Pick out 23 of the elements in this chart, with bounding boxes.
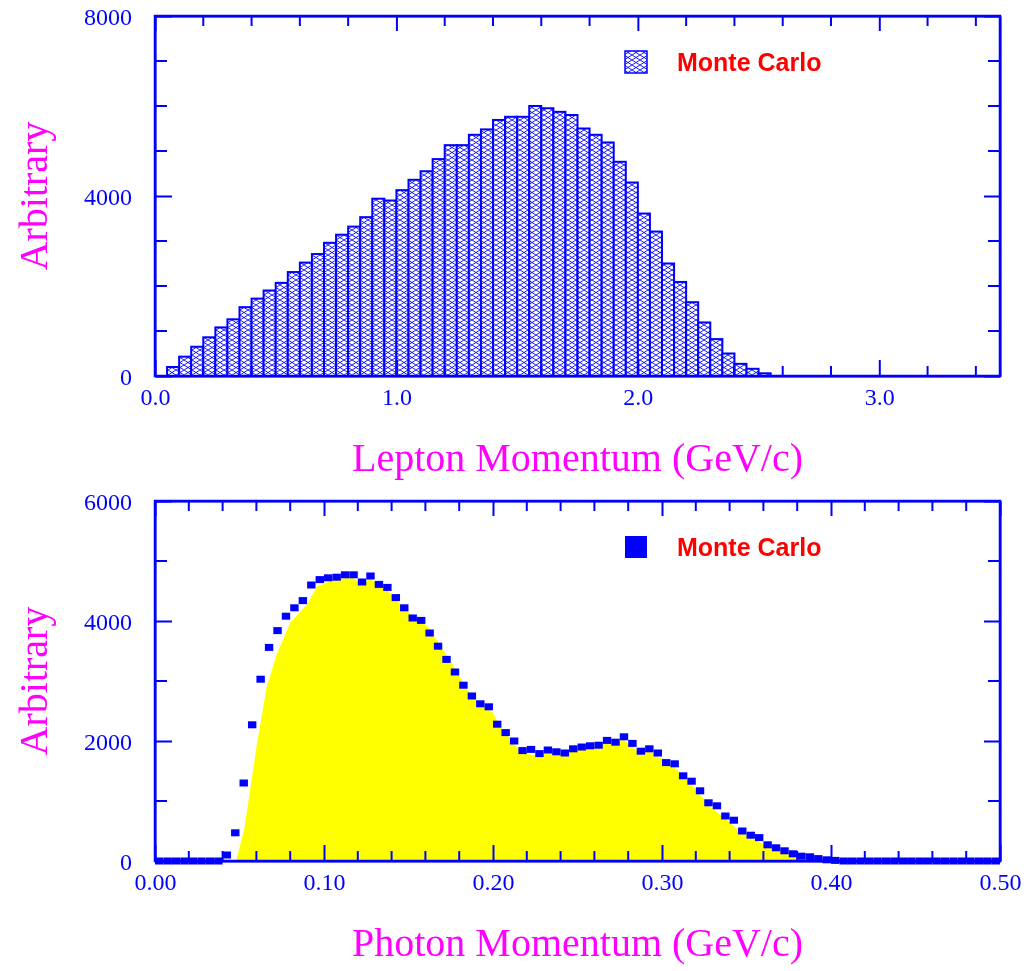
legend-label: Monte Carlo (677, 532, 822, 561)
x-tick-label: 0.30 (641, 868, 684, 895)
x-tick-label: 0.40 (810, 868, 853, 895)
x-tick-label: 0.50 (979, 868, 1022, 895)
y-tick-label: 0 (120, 848, 132, 875)
y-axis-title: Arbitrary (11, 121, 56, 271)
x-tick-label: 3.0 (864, 383, 895, 410)
y-tick-label: 6000 (84, 488, 132, 515)
x-axis-title: Lepton Momentum (GeV/c) (352, 435, 803, 480)
x-tick-label: 0.20 (472, 868, 515, 895)
x-tick-label: 0.00 (134, 868, 177, 895)
y-axis-title: Arbitrary (11, 606, 56, 756)
y-tick-label: 2000 (84, 728, 132, 755)
x-tick-label: 0.0 (140, 383, 171, 410)
y-tick-label: 4000 (84, 608, 132, 635)
y-tick-label: 4000 (84, 183, 132, 210)
x-tick-label: 1.0 (381, 383, 412, 410)
x-axis-title: Photon Momentum (GeV/c) (351, 920, 804, 965)
x-tick-label: 2.0 (623, 383, 654, 410)
y-tick-label: 8000 (84, 3, 132, 30)
y-tick-label: 0 (120, 363, 132, 390)
x-tick-label: 0.10 (303, 868, 346, 895)
legend-label: Monte Carlo (677, 47, 822, 76)
